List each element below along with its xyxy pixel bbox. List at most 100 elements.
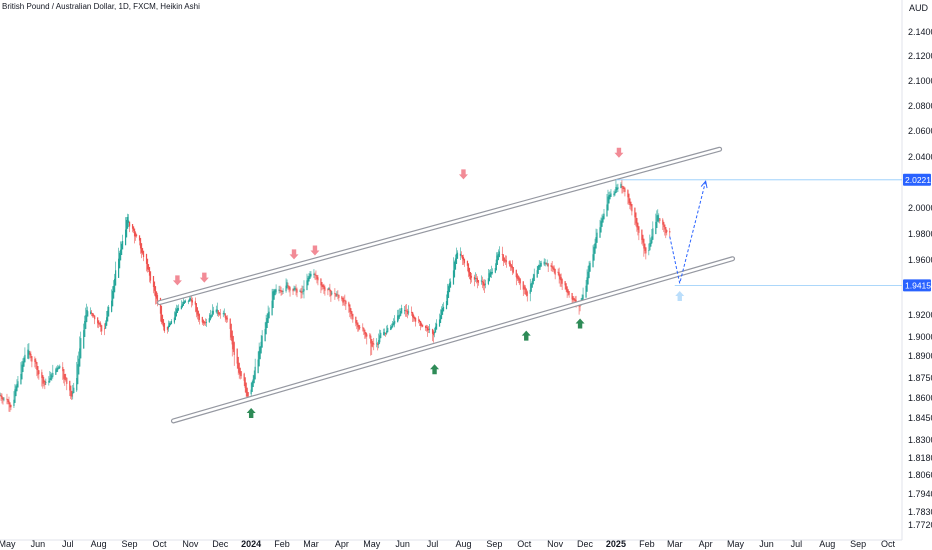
candle-body — [114, 278, 116, 293]
candle-body — [510, 264, 512, 268]
candle-body — [141, 247, 144, 254]
candle-body — [28, 350, 30, 355]
candle-body — [203, 321, 205, 324]
price-tick-label: 1.81800 — [908, 453, 932, 463]
candle-body — [420, 323, 423, 326]
candle-body — [663, 222, 665, 227]
candle-body — [168, 323, 171, 328]
candle-body — [546, 263, 548, 265]
candle-body — [501, 254, 503, 256]
candle-body — [362, 327, 364, 329]
candle-body — [294, 287, 296, 290]
candle-body — [335, 293, 337, 296]
candle-body — [225, 315, 227, 320]
candle-body — [286, 282, 288, 289]
candle-body — [613, 193, 615, 196]
candle-body — [175, 309, 178, 317]
candle-body — [363, 327, 365, 332]
candle-body — [463, 258, 466, 264]
candle-body — [281, 290, 283, 292]
channel-lower-line[interactable] — [172, 257, 734, 423]
candle-body — [412, 312, 414, 318]
candle-body — [435, 323, 438, 330]
candle-body — [454, 258, 457, 270]
candle-body — [34, 358, 36, 362]
candle-body — [474, 277, 477, 279]
price-axis[interactable]: 2.14000 2.12000 2.10000 2.08000 2.06000 2.040… — [908, 27, 932, 530]
candle-body — [57, 367, 59, 370]
price-tick-label: 1.77200 — [908, 520, 932, 530]
candle-body — [407, 310, 409, 315]
candle-body — [118, 258, 120, 278]
candle-body — [296, 289, 298, 293]
candle-body — [622, 186, 624, 190]
candle-body — [69, 380, 71, 391]
candle-body — [394, 320, 396, 324]
candle-body — [377, 343, 379, 345]
projection-layer — [669, 180, 708, 284]
time-tick-label: Jul — [791, 539, 803, 549]
candle-body — [302, 290, 304, 292]
candle-body — [334, 292, 336, 295]
candle-body — [182, 301, 184, 306]
channel-upper-line[interactable] — [158, 147, 721, 304]
candle-body — [665, 227, 667, 234]
candle-body — [154, 286, 157, 297]
projection-arrowhead — [700, 180, 708, 189]
price-tick-label: 1.86000 — [908, 393, 932, 403]
candle-body — [614, 191, 616, 195]
candle-body — [176, 307, 179, 313]
candle-body — [638, 226, 640, 233]
candle-body — [650, 239, 652, 247]
price-tick-label: 1.87500 — [908, 373, 932, 383]
candle-body — [24, 354, 26, 363]
candle-body — [133, 228, 136, 237]
candle-body — [523, 285, 525, 289]
candle-body — [355, 316, 357, 324]
candle-body — [124, 229, 127, 246]
candle-body — [232, 335, 234, 350]
candle-body — [420, 321, 422, 326]
candle-body — [153, 281, 156, 291]
candle-body — [210, 315, 212, 318]
candle-body — [379, 335, 381, 343]
candle-body — [341, 296, 343, 300]
candle-body — [452, 270, 455, 285]
candle-body — [462, 256, 465, 261]
time-tick-label: Sep — [486, 539, 502, 549]
candle-body — [601, 218, 603, 227]
time-axis[interactable]: May Jun Jul Aug Sep Oct Nov Dec 2024 Feb Mar Apr May… — [0, 539, 896, 549]
time-tick-label: Jun — [759, 539, 774, 549]
candle-body — [261, 335, 263, 348]
candle-body — [529, 289, 531, 294]
candle-body — [621, 186, 623, 187]
candle-body — [31, 356, 33, 362]
candle-body — [592, 254, 594, 268]
price-tick-label: 1.84500 — [908, 413, 932, 423]
candle-body — [317, 277, 319, 281]
candle-body — [163, 322, 166, 332]
candle-body — [655, 221, 657, 235]
candle-body — [23, 357, 25, 367]
candle-body — [503, 257, 505, 262]
candle-body — [543, 261, 545, 265]
candle-body — [308, 276, 310, 282]
price-tick-label: 2.00000 — [908, 203, 932, 213]
time-tick-label: Mar — [303, 539, 319, 549]
candle-body — [371, 339, 373, 347]
projection-path[interactable] — [669, 181, 707, 284]
candle-body — [126, 216, 129, 229]
candle-body — [316, 275, 318, 280]
candle-body — [142, 250, 145, 258]
candle-body — [428, 328, 431, 330]
candle-body — [98, 320, 100, 325]
candle-body — [637, 222, 639, 230]
time-tick-label: 2025 — [606, 539, 626, 549]
candles-layer — [0, 179, 671, 412]
candle-body — [201, 316, 203, 323]
candle-body — [350, 308, 352, 315]
candle-body — [438, 319, 441, 327]
candle-body — [456, 252, 459, 259]
candle-body — [497, 253, 499, 261]
